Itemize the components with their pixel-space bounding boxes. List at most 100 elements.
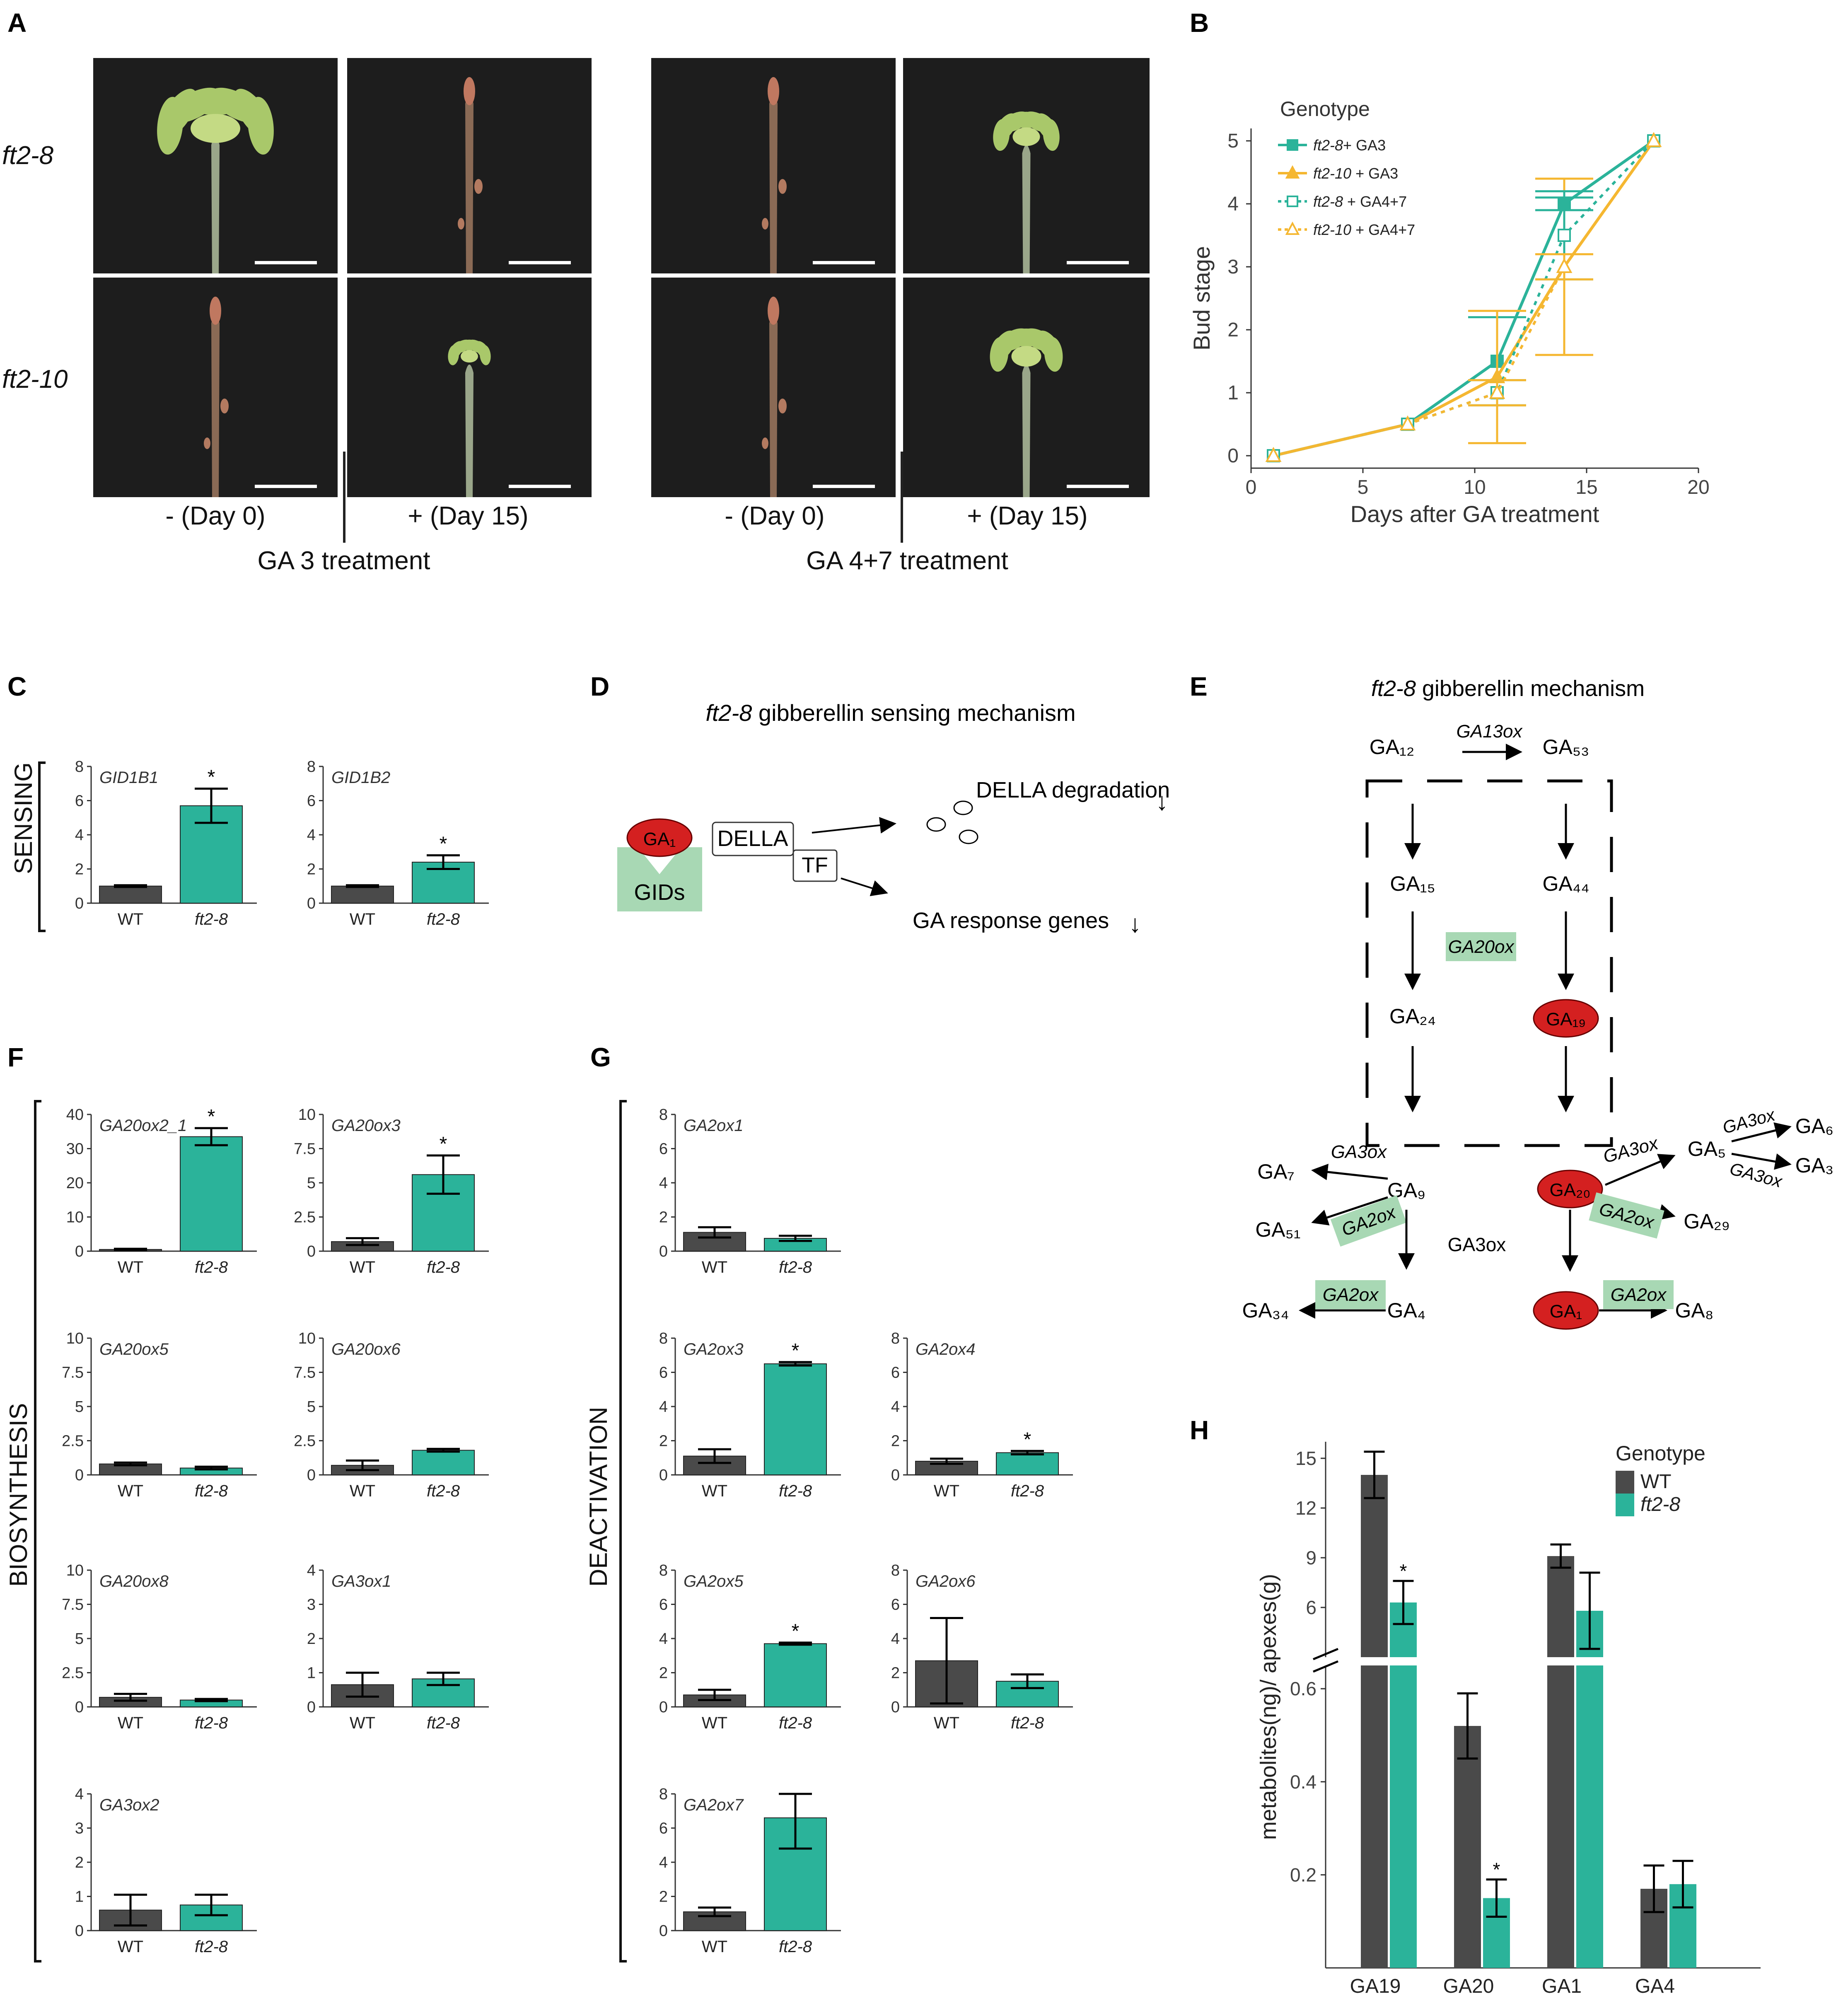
x-tick-label: ft2-8 (779, 1938, 812, 1956)
twig-illustration (762, 77, 875, 273)
y-tick-label: 2 (659, 1209, 668, 1226)
significance-star: * (1024, 1428, 1031, 1450)
y-tick-label: 6 (1306, 1597, 1317, 1618)
y-tick-label: 6 (659, 1820, 668, 1837)
tf-box (792, 849, 838, 882)
y-tick-label: 8 (891, 1562, 900, 1579)
y-tick-label: 30 (66, 1141, 84, 1158)
panel-letter-f: F (7, 1042, 24, 1072)
bar-chart-gid1b2: 0 2 4 6 8 GID1B2 WT * ft2-8 (307, 758, 489, 928)
x-tick-label: ft2-8 (195, 1714, 228, 1732)
legend-title: Genotype (1616, 1442, 1705, 1465)
divider (343, 452, 345, 543)
x-tick-label: WT (118, 910, 143, 928)
bar-chart-ga20ox5: 0 2.5 5 7.5 10 GA20ox5 WT ft2-8 (62, 1330, 257, 1500)
y-tick-label: 2.5 (62, 1433, 84, 1450)
y-tick-label: 0 (659, 1922, 668, 1940)
ga8-label: GA₈ (1675, 1299, 1714, 1322)
y-axis-label: metabolites(ng)/ apexes(g) (1256, 1574, 1281, 1840)
bar (99, 885, 162, 904)
ga51-label: GA₅₁ (1255, 1218, 1300, 1241)
row-label-ft2-8: ft2-8 (2, 141, 54, 170)
y-tick-label: 1 (1227, 382, 1239, 404)
ga5-label: GA₅ (1688, 1137, 1726, 1160)
y-tick-label: 4 (659, 1854, 668, 1871)
twig-illustration (157, 87, 317, 273)
bar (683, 1911, 746, 1931)
y-tick-label: 8 (659, 1562, 668, 1579)
stem (1022, 145, 1031, 273)
ga4-label: GA₄ (1387, 1299, 1426, 1322)
bud (458, 218, 464, 230)
x-tick-label: 0 (1246, 476, 1257, 498)
bud (762, 437, 768, 449)
x-tick-label: WT (702, 1938, 727, 1956)
y-tick-label: 4 (307, 1562, 316, 1579)
scale-bar (813, 485, 875, 488)
series-line (1273, 140, 1655, 457)
y-tick-label: 8 (659, 1786, 668, 1803)
scale-bar (255, 485, 317, 488)
y-tick-label: 5 (75, 1630, 84, 1648)
treatment-label-ga3: GA 3 treatment (257, 546, 430, 575)
data-point (1645, 132, 1662, 147)
legend-marker (1285, 221, 1300, 235)
bud (464, 77, 475, 105)
y-tick-label: 5 (307, 1398, 316, 1416)
stem (465, 95, 473, 273)
x-tick-label: ft2-8 (195, 910, 228, 928)
bar-chart-ga20ox8: 0 2.5 5 7.5 10 GA20ox8 WT ft2-8 (62, 1562, 257, 1732)
stem (1022, 365, 1031, 497)
bar-chart-ga3ox2: 0 1 2 3 4 GA3ox2 WT ft2-8 (75, 1786, 257, 1956)
bracket-deactivation (619, 1100, 627, 1962)
leaf (461, 350, 478, 363)
legend-swatch (1616, 1494, 1634, 1516)
leaf (191, 114, 240, 143)
twig-illustration (762, 297, 875, 497)
x-tick-label: ft2-8 (427, 1482, 460, 1500)
ga7-label: GA₇ (1257, 1160, 1294, 1183)
x-tick-label: WT (350, 1714, 375, 1732)
leaf (1011, 346, 1041, 367)
y-tick-label: 8 (659, 1106, 668, 1124)
group-label-sensing: SENSING (10, 762, 37, 874)
y-tick-label: 4 (307, 827, 316, 844)
x-tick-label: GA1 (1542, 1975, 1582, 1997)
x-tick-label: WT (934, 1482, 959, 1500)
group-label-biosynthesis: BIOSYNTHESIS (5, 1403, 32, 1587)
bud (204, 437, 210, 449)
legend-marker (1287, 139, 1298, 151)
y-tick-label: 4 (891, 1630, 900, 1648)
ga29-label: GA₂₉ (1684, 1210, 1730, 1233)
y-tick-label: 10 (66, 1209, 84, 1226)
ga3-label: GA₃ (1795, 1154, 1834, 1177)
stem (769, 315, 778, 497)
twig-photo (93, 58, 338, 273)
panel-letter-d: D (590, 672, 610, 701)
x-tick-label: ft2-8 (195, 1482, 228, 1500)
x-tick-label: WT (118, 1714, 143, 1732)
x-tick-label: WT (702, 1258, 727, 1276)
ga20-label: GA₂₀ (1550, 1180, 1591, 1200)
ga3ox-label: GA3ox (1331, 1142, 1388, 1162)
bud (210, 297, 221, 325)
degraded-della-particle (953, 800, 973, 815)
y-tick-label: 0.6 (1290, 1678, 1317, 1699)
twig-photo (903, 58, 1150, 273)
ga1-highlight (1533, 1291, 1599, 1330)
y-tick-label: 6 (659, 1141, 668, 1158)
y-tick-label: 5 (1227, 130, 1239, 152)
x-tick-label: WT (702, 1714, 727, 1732)
bracket-biosynthesis (34, 1100, 41, 1962)
y-tick-label: 10 (298, 1330, 316, 1347)
y-tick-label: 2 (75, 1854, 84, 1871)
bud-stage-chart: 0 5 10 15 20 0 1 2 3 4 5 Days after GA treatment Bud… (1189, 97, 1710, 527)
ga24-label: GA₂₄ (1389, 1005, 1436, 1028)
bar (1390, 1665, 1417, 1968)
ga12-label: GA₁₂ (1370, 735, 1415, 759)
della-degradation-label: DELLA degradation (976, 778, 1170, 802)
x-tick-label: 10 (1464, 476, 1486, 498)
y-tick-label: 2 (1227, 319, 1239, 341)
significance-star: * (208, 1106, 215, 1128)
chart-title: GA2ox7 (684, 1796, 744, 1814)
